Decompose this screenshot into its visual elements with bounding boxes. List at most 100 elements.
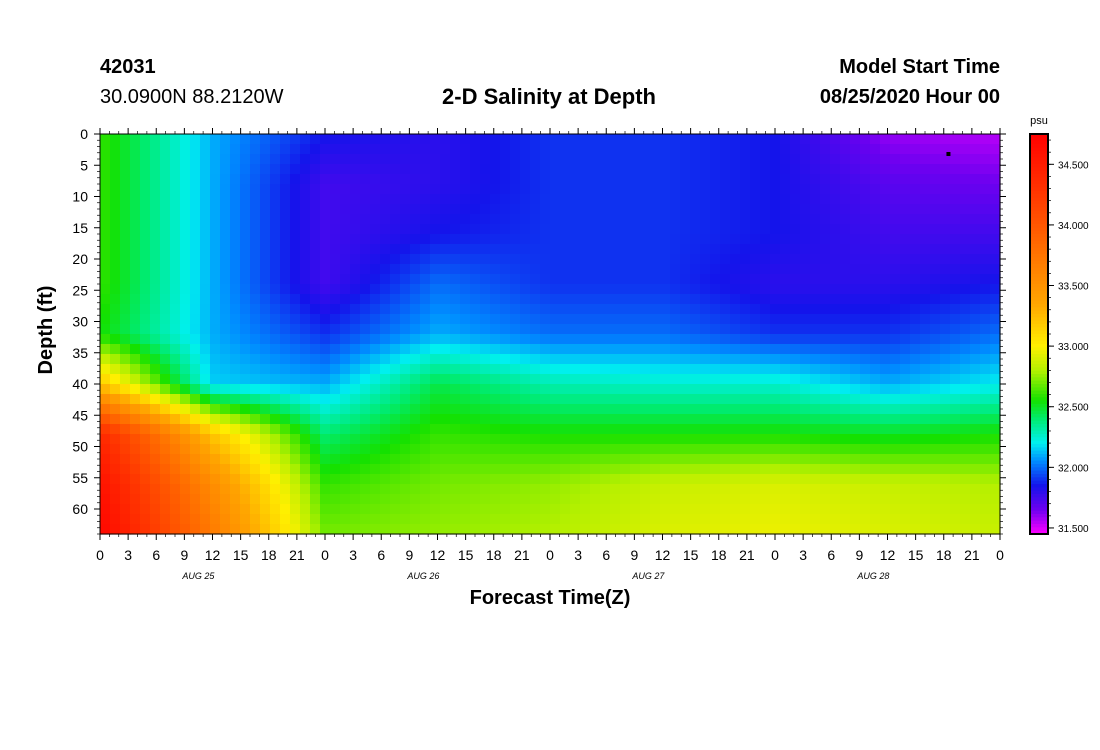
heatmap-cell bbox=[280, 224, 291, 235]
heatmap-cell bbox=[700, 134, 711, 145]
heatmap-cell bbox=[250, 394, 261, 405]
heatmap-cell bbox=[950, 204, 961, 215]
heatmap-cell bbox=[660, 514, 671, 525]
heatmap-cell bbox=[570, 514, 581, 525]
colorbar-segment bbox=[1030, 454, 1048, 458]
heatmap-cell bbox=[230, 214, 241, 225]
heatmap-cell bbox=[890, 294, 901, 305]
heatmap-cell bbox=[190, 494, 201, 505]
heatmap-cell bbox=[210, 414, 221, 425]
heatmap-cell bbox=[110, 394, 121, 405]
heatmap-cell bbox=[980, 334, 991, 345]
heatmap-cell bbox=[240, 174, 251, 185]
heatmap-cell bbox=[750, 244, 761, 255]
heatmap-cell bbox=[770, 414, 781, 425]
heatmap-cell bbox=[890, 514, 901, 525]
heatmap-cell bbox=[900, 204, 911, 215]
heatmap-cell bbox=[240, 344, 251, 355]
heatmap-cell bbox=[690, 384, 701, 395]
heatmap-cell bbox=[170, 344, 181, 355]
heatmap-cell bbox=[830, 524, 841, 535]
heatmap-cell bbox=[740, 464, 751, 475]
heatmap-cell bbox=[300, 324, 311, 335]
heatmap-cell bbox=[990, 374, 1001, 385]
heatmap-cell bbox=[290, 144, 301, 155]
heatmap-cell bbox=[540, 214, 551, 225]
heatmap-cell bbox=[480, 234, 491, 245]
heatmap-cell bbox=[670, 324, 681, 335]
heatmap-cell bbox=[930, 414, 941, 425]
heatmap-cell bbox=[470, 434, 481, 445]
heatmap-cell bbox=[560, 204, 571, 215]
heatmap-cell bbox=[730, 224, 741, 235]
heatmap-cell bbox=[800, 184, 811, 195]
heatmap-cell bbox=[670, 214, 681, 225]
heatmap-cell bbox=[970, 424, 981, 435]
y-tick-label: 30 bbox=[72, 314, 88, 330]
heatmap-cell bbox=[820, 154, 831, 165]
heatmap-cell bbox=[800, 364, 811, 375]
heatmap-cell bbox=[610, 284, 621, 295]
heatmap-cell bbox=[670, 514, 681, 525]
heatmap-cell bbox=[900, 264, 911, 275]
heatmap-cell bbox=[270, 264, 281, 275]
heatmap-cell bbox=[850, 414, 861, 425]
heatmap-cell bbox=[230, 174, 241, 185]
heatmap-cell bbox=[870, 164, 881, 175]
heatmap-cell bbox=[490, 444, 501, 455]
heatmap-cell bbox=[170, 354, 181, 365]
heatmap-cell bbox=[290, 394, 301, 405]
heatmap-cell bbox=[140, 204, 151, 215]
heatmap-cell bbox=[150, 174, 161, 185]
heatmap-cell bbox=[140, 484, 151, 495]
heatmap-cell bbox=[290, 264, 301, 275]
heatmap-cell bbox=[380, 144, 391, 155]
heatmap-cell bbox=[120, 234, 131, 245]
heatmap-cell bbox=[330, 254, 341, 265]
heatmap-cell bbox=[730, 154, 741, 165]
heatmap-cell bbox=[390, 464, 401, 475]
heatmap-cell bbox=[290, 134, 301, 145]
heatmap-cell bbox=[370, 214, 381, 225]
heatmap-cell bbox=[620, 214, 631, 225]
heatmap-cell bbox=[580, 204, 591, 215]
heatmap-cell bbox=[910, 464, 921, 475]
heatmap-cell bbox=[620, 154, 631, 165]
heatmap-cell bbox=[570, 484, 581, 495]
heatmap-cell bbox=[180, 484, 191, 495]
colorbar-segment bbox=[1030, 174, 1048, 178]
heatmap-cell bbox=[560, 314, 571, 325]
heatmap-cell bbox=[710, 164, 721, 175]
heatmap-cell bbox=[550, 144, 561, 155]
heatmap-cell bbox=[960, 164, 971, 175]
heatmap-cell bbox=[330, 194, 341, 205]
heatmap-cell bbox=[930, 324, 941, 335]
heatmap-cell bbox=[160, 504, 171, 515]
heatmap-cell bbox=[900, 324, 911, 335]
heatmap-cell bbox=[670, 394, 681, 405]
heatmap-cell bbox=[630, 354, 641, 365]
heatmap-cell bbox=[770, 504, 781, 515]
heatmap-cell bbox=[970, 484, 981, 495]
heatmap-cell bbox=[470, 334, 481, 345]
heatmap-cell bbox=[250, 504, 261, 515]
heatmap-cell bbox=[300, 144, 311, 155]
heatmap-cell bbox=[730, 274, 741, 285]
heatmap-cell bbox=[810, 364, 821, 375]
heatmap-cell bbox=[510, 214, 521, 225]
heatmap-cell bbox=[440, 494, 451, 505]
heatmap-cell bbox=[160, 144, 171, 155]
heatmap-cell bbox=[910, 174, 921, 185]
heatmap-cell bbox=[930, 214, 941, 225]
heatmap-cell bbox=[440, 354, 451, 365]
heatmap-cell bbox=[290, 324, 301, 335]
heatmap-cell bbox=[770, 334, 781, 345]
heatmap-cell bbox=[310, 384, 321, 395]
heatmap-cell bbox=[900, 504, 911, 515]
heatmap-cell bbox=[270, 484, 281, 495]
heatmap-cell bbox=[690, 144, 701, 155]
heatmap-cell bbox=[850, 244, 861, 255]
heatmap-cell bbox=[940, 144, 951, 155]
heatmap-cell bbox=[370, 204, 381, 215]
heatmap-cell bbox=[230, 154, 241, 165]
